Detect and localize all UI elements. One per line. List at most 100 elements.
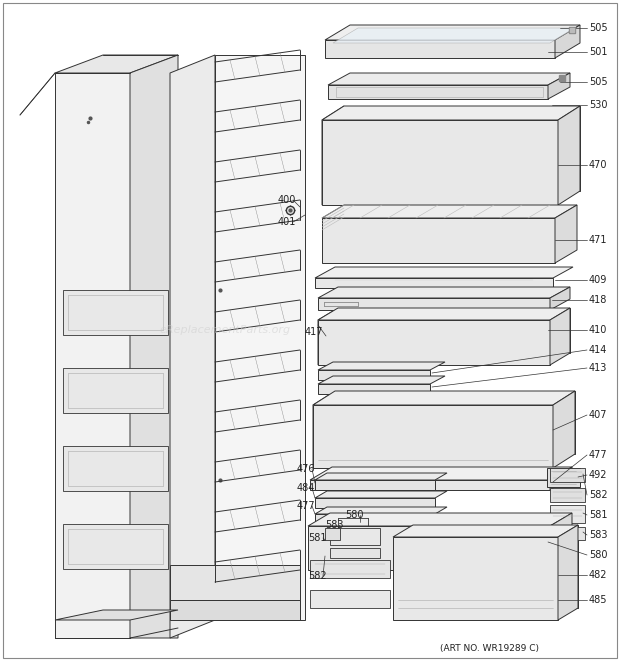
Polygon shape (550, 505, 585, 523)
Polygon shape (310, 590, 390, 608)
Text: 501: 501 (589, 47, 608, 57)
Polygon shape (558, 106, 580, 205)
Polygon shape (215, 55, 305, 620)
Polygon shape (315, 491, 447, 498)
Polygon shape (550, 468, 585, 482)
Polygon shape (393, 525, 578, 537)
Text: 492: 492 (589, 470, 608, 480)
Text: 477: 477 (297, 501, 316, 511)
Polygon shape (344, 106, 580, 191)
Polygon shape (55, 73, 130, 638)
Text: 583: 583 (589, 530, 608, 540)
Polygon shape (55, 55, 178, 73)
Text: 505: 505 (589, 77, 608, 87)
Polygon shape (325, 40, 555, 58)
Polygon shape (308, 526, 550, 570)
Text: 401: 401 (278, 217, 296, 227)
Polygon shape (330, 528, 380, 545)
Polygon shape (308, 513, 572, 526)
Text: eReplacementParts.org: eReplacementParts.org (159, 325, 291, 335)
Text: 505: 505 (589, 23, 608, 33)
Polygon shape (555, 205, 577, 263)
Text: 413: 413 (589, 363, 608, 373)
Polygon shape (310, 467, 572, 480)
Text: 477: 477 (589, 450, 608, 460)
Polygon shape (318, 287, 570, 298)
Polygon shape (335, 391, 575, 454)
Text: 583: 583 (325, 520, 343, 530)
Polygon shape (338, 308, 570, 353)
Polygon shape (315, 480, 435, 490)
Text: 400: 400 (278, 195, 296, 205)
Text: 484: 484 (297, 483, 316, 493)
Polygon shape (170, 600, 300, 620)
Polygon shape (170, 565, 300, 600)
Text: 407: 407 (589, 410, 608, 420)
Polygon shape (170, 55, 215, 638)
Text: (ART NO. WR19289 C): (ART NO. WR19289 C) (440, 644, 539, 652)
Polygon shape (315, 514, 435, 524)
Polygon shape (322, 106, 580, 120)
Text: 414: 414 (589, 345, 608, 355)
Polygon shape (63, 368, 168, 413)
Polygon shape (550, 527, 585, 540)
Polygon shape (55, 610, 178, 620)
Polygon shape (318, 298, 550, 310)
Polygon shape (325, 528, 340, 540)
Polygon shape (318, 376, 445, 384)
Text: 470: 470 (589, 160, 608, 170)
Polygon shape (318, 362, 445, 370)
Text: 582: 582 (308, 571, 327, 581)
Polygon shape (318, 320, 550, 365)
Polygon shape (315, 498, 435, 508)
Text: 581: 581 (589, 510, 608, 520)
Polygon shape (550, 488, 585, 502)
Polygon shape (322, 205, 577, 218)
Polygon shape (322, 120, 558, 205)
Polygon shape (315, 267, 573, 278)
Text: 582: 582 (589, 490, 608, 500)
Polygon shape (130, 55, 178, 638)
Polygon shape (310, 480, 550, 490)
Polygon shape (318, 308, 338, 365)
Polygon shape (313, 391, 575, 405)
Polygon shape (558, 525, 578, 620)
Polygon shape (553, 391, 575, 468)
Polygon shape (310, 560, 390, 578)
Polygon shape (325, 25, 580, 40)
Polygon shape (322, 218, 555, 263)
Polygon shape (63, 446, 168, 491)
Polygon shape (315, 278, 553, 288)
Text: 580: 580 (589, 550, 608, 560)
Text: 418: 418 (589, 295, 608, 305)
Text: 580: 580 (345, 510, 363, 520)
Polygon shape (550, 513, 572, 570)
Polygon shape (63, 524, 168, 569)
Text: 482: 482 (589, 570, 608, 580)
Polygon shape (413, 525, 578, 608)
Polygon shape (328, 85, 548, 99)
Polygon shape (393, 537, 558, 620)
Polygon shape (322, 106, 344, 205)
Text: 485: 485 (589, 595, 608, 605)
Polygon shape (550, 308, 570, 365)
Text: 476: 476 (297, 464, 316, 474)
Polygon shape (333, 28, 575, 43)
Polygon shape (315, 507, 447, 514)
Polygon shape (330, 548, 380, 558)
Polygon shape (318, 308, 570, 320)
Polygon shape (313, 405, 553, 468)
Polygon shape (326, 112, 576, 126)
Text: 530: 530 (589, 100, 608, 110)
Polygon shape (555, 25, 580, 58)
Polygon shape (318, 384, 430, 394)
Polygon shape (550, 287, 570, 310)
Polygon shape (548, 73, 570, 99)
Polygon shape (318, 370, 430, 380)
Text: 581: 581 (308, 533, 327, 543)
Polygon shape (63, 290, 168, 335)
Polygon shape (550, 467, 572, 490)
Text: 417: 417 (305, 327, 324, 337)
Text: 471: 471 (589, 235, 608, 245)
Text: 410: 410 (589, 325, 608, 335)
